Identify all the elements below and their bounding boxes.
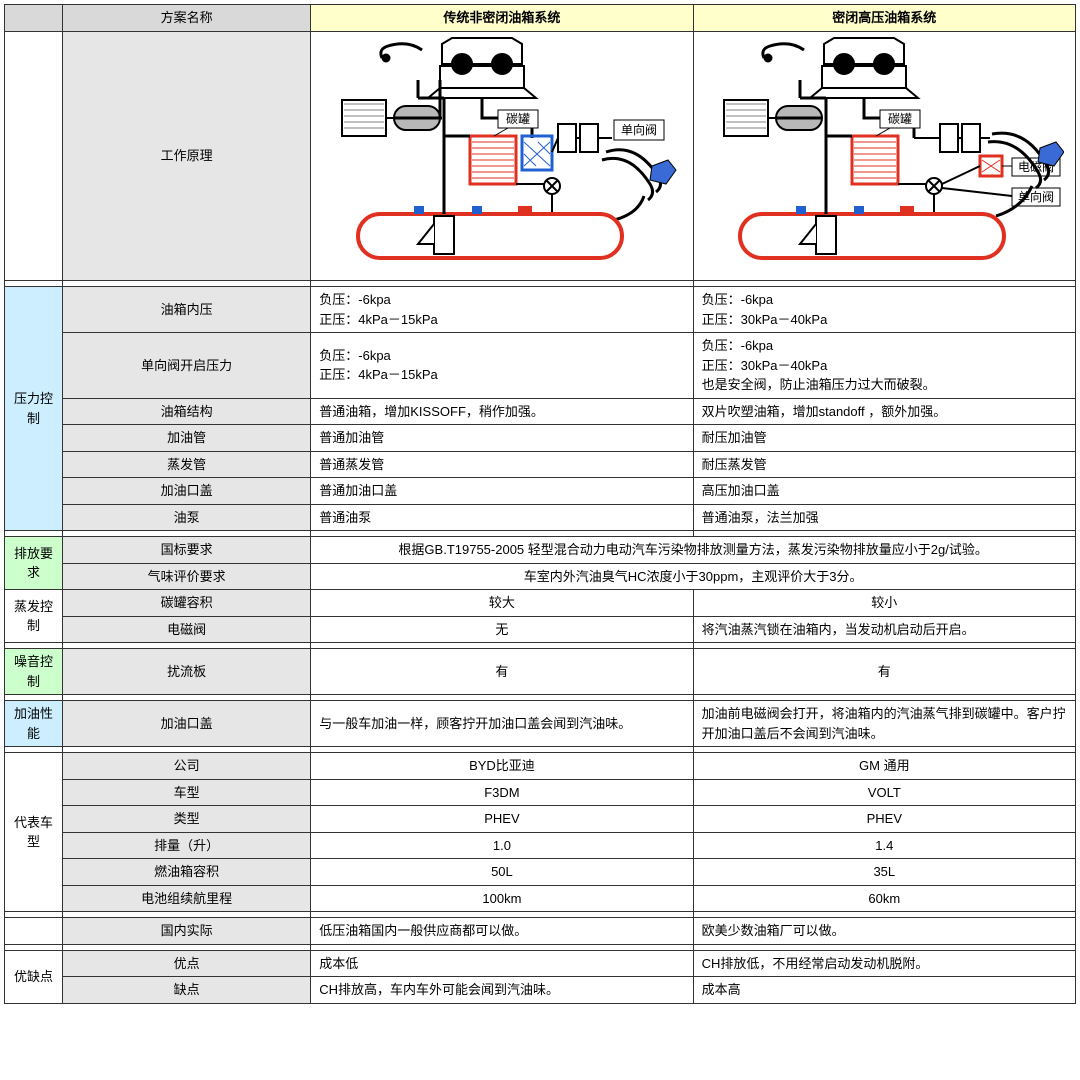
val-pressure-0-b: 负压：-6kpa 正压：30kPa－40kPa [693, 287, 1075, 333]
val-pressure-2-b: 双片吹塑油箱，增加standoff ，额外加强。 [693, 398, 1075, 425]
label-check-valve-b: 单向阀 [1018, 189, 1054, 204]
sub-pressure-3: 加油管 [63, 425, 311, 452]
row-principle: 工作原理 [5, 31, 1076, 281]
val-proscons-1-a: CH排放高，车内车外可能会闻到汽油味。 [311, 977, 693, 1004]
hdr-blank [5, 5, 63, 32]
val-evap-0-b: 较小 [693, 590, 1075, 617]
sub-pressure-4: 蒸发管 [63, 451, 311, 478]
cat-refuel: 加油性能 [5, 701, 63, 747]
val-noise-0-a: 有 [311, 649, 693, 695]
sub-emission-0: 国标要求 [63, 537, 311, 564]
sub-noise-0: 扰流板 [63, 649, 311, 695]
sub-vehicle-0: 公司 [63, 753, 311, 780]
cat-vehicle: 代表车型 [5, 753, 63, 912]
label-canister-a: 碳罐 [506, 112, 530, 126]
sub-proscons-1: 缺点 [63, 977, 311, 1004]
val-pressure-3-a: 普通加油管 [311, 425, 693, 452]
cat-principle-blank [5, 31, 63, 281]
hdr-system-b: 密闭高压油箱系统 [693, 5, 1075, 32]
val-pressure-5-a: 普通加油口盖 [311, 478, 693, 505]
sub-vehicle-1: 车型 [63, 779, 311, 806]
val-noise-0-b: 有 [693, 649, 1075, 695]
val-domestic-0-b: 欧美少数油箱厂可以做。 [693, 918, 1075, 945]
sub-vehicle-4: 燃油箱容积 [63, 859, 311, 886]
val-pressure-0-a: 负压：-6kpa 正压：4kPa－15kPa [311, 287, 693, 333]
val-proscons-1-b: 成本高 [693, 977, 1075, 1004]
sub-vehicle-5: 电池组续航里程 [63, 885, 311, 912]
val-pressure-5-b: 高压加油口盖 [693, 478, 1075, 505]
hdr-scheme-name: 方案名称 [63, 5, 311, 32]
sub-evap-1: 电磁阀 [63, 616, 311, 643]
sub-refuel-0: 加油口盖 [63, 701, 311, 747]
cat-pressure: 压力控制 [5, 287, 63, 531]
val-vehicle-1-b: VOLT [693, 779, 1075, 806]
sub-proscons-0: 优点 [63, 950, 311, 977]
sub-domestic-0: 国内实际 [63, 918, 311, 945]
cat-noise: 噪音控制 [5, 649, 63, 695]
val-refuel-0-b: 加油前电磁阀会打开，将油箱内的汽油蒸气排到碳罐中。客户拧开加油口盖后不会闻到汽油… [693, 701, 1075, 747]
sub-vehicle-2: 类型 [63, 806, 311, 833]
sub-principle: 工作原理 [63, 31, 311, 281]
cat-evap: 蒸发控制 [5, 590, 63, 643]
val-vehicle-0-b: GM 通用 [693, 753, 1075, 780]
val-vehicle-3-b: 1.4 [693, 832, 1075, 859]
val-pressure-3-b: 耐压加油管 [693, 425, 1075, 452]
val-vehicle-2-a: PHEV [311, 806, 693, 833]
val-domestic-0-a: 低压油箱国内一般供应商都可以做。 [311, 918, 693, 945]
cat-proscons: 优缺点 [5, 950, 63, 1003]
sub-pressure-6: 油泵 [63, 504, 311, 531]
val-proscons-0-a: 成本低 [311, 950, 693, 977]
val-pressure-2-a: 普通油箱，增加KISSOFF，稍作加强。 [311, 398, 693, 425]
val-evap-1-b: 将汽油蒸汽锁在油箱内，当发动机启动后开启。 [693, 616, 1075, 643]
val-pressure-4-a: 普通蒸发管 [311, 451, 693, 478]
sub-emission-1: 气味评价要求 [63, 563, 311, 590]
diagram-system-a: 单向阀 碳罐 [311, 31, 693, 281]
val-pressure-1-a: 负压：-6kpa 正压：4kPa－15kPa [311, 333, 693, 399]
val-vehicle-4-b: 35L [693, 859, 1075, 886]
label-canister-b: 碳罐 [888, 112, 912, 126]
comparison-table: 方案名称 传统非密闭油箱系统 密闭高压油箱系统 工作原理 [4, 4, 1076, 1004]
val-vehicle-5-a: 100km [311, 885, 693, 912]
val-pressure-6-a: 普通油泵 [311, 504, 693, 531]
hdr-system-a: 传统非密闭油箱系统 [311, 5, 693, 32]
val-vehicle-2-b: PHEV [693, 806, 1075, 833]
sub-pressure-2: 油箱结构 [63, 398, 311, 425]
cat-domestic-blank [5, 918, 63, 945]
val-evap-0-a: 较大 [311, 590, 693, 617]
val-pressure-1-b: 负压：-6kpa 正压：30kPa－40kPa 也是安全阀，防止油箱压力过大而破… [693, 333, 1075, 399]
val-proscons-0-b: CH排放低，不用经常启动发动机脱附。 [693, 950, 1075, 977]
val-pressure-4-b: 耐压蒸发管 [693, 451, 1075, 478]
val-vehicle-1-a: F3DM [311, 779, 693, 806]
sub-pressure-1: 单向阀开启压力 [63, 333, 311, 399]
header-row: 方案名称 传统非密闭油箱系统 密闭高压油箱系统 [5, 5, 1076, 32]
label-check-valve-a: 单向阀 [621, 122, 657, 137]
val-vehicle-0-a: BYD比亚迪 [311, 753, 693, 780]
val-emission-0: 根据GB.T19755-2005 轻型混合动力电动汽车污染物排放测量方法，蒸发污… [311, 537, 1076, 564]
val-vehicle-5-b: 60km [693, 885, 1075, 912]
diagram-system-b: 碳罐 电磁阀 单向阀 [693, 31, 1075, 281]
val-refuel-0-a: 与一般车加油一样，顾客拧开加油口盖会闻到汽油味。 [311, 701, 693, 747]
val-emission-1: 车室内外汽油臭气HC浓度小于30ppm，主观评价大于3分。 [311, 563, 1076, 590]
sub-pressure-0: 油箱内压 [63, 287, 311, 333]
val-vehicle-3-a: 1.0 [311, 832, 693, 859]
val-evap-1-a: 无 [311, 616, 693, 643]
val-pressure-6-b: 普通油泵，法兰加强 [693, 504, 1075, 531]
sub-vehicle-3: 排量（升） [63, 832, 311, 859]
cat-emission: 排放要求 [5, 537, 63, 590]
sub-pressure-5: 加油口盖 [63, 478, 311, 505]
val-vehicle-4-a: 50L [311, 859, 693, 886]
sub-evap-0: 碳罐容积 [63, 590, 311, 617]
